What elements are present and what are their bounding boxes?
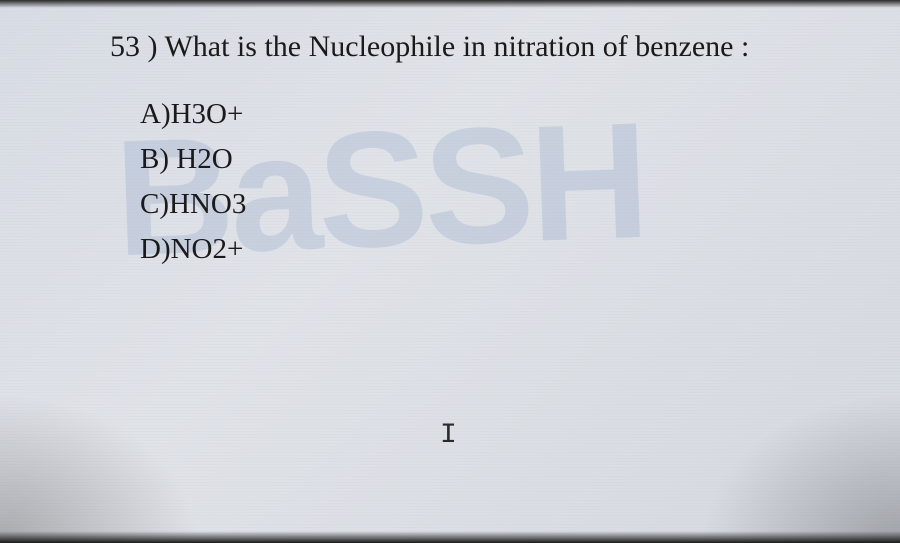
option-label: A) [140,98,171,130]
option-c: C)HNO3 [140,182,860,227]
question-number: 53 ) [110,30,158,63]
shadow-bottom-left [0,393,200,543]
question-text: What is the Nucleophile in nitration of … [164,30,749,63]
option-label: B) [140,143,169,175]
option-b: B) H2O [140,137,860,182]
option-label: C) [140,188,169,220]
shadow-bottom-right [700,393,900,543]
options-list: A)H3O+ B) H2O C)HNO3 D)NO2+ [140,92,860,272]
option-text: H3O+ [171,98,244,130]
option-d: D)NO2+ [140,227,860,272]
option-text: NO2+ [171,233,244,265]
option-a: A)H3O+ [140,92,860,137]
screen-edge-top [0,0,900,8]
option-text: H2O [169,143,233,175]
question-line: 53 ) What is the Nucleophile in nitratio… [110,30,860,64]
option-text: HNO3 [169,188,246,220]
text-cursor-icon: I [440,420,457,451]
question-block: 53 ) What is the Nucleophile in nitratio… [110,30,860,272]
option-label: D) [140,233,171,265]
screen-edge-bottom [0,531,900,543]
